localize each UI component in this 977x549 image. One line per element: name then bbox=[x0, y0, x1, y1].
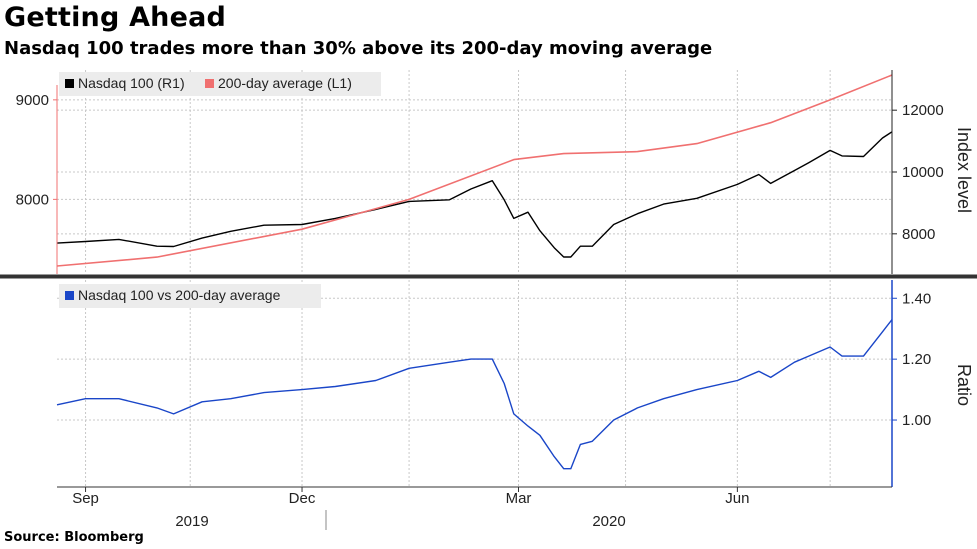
top-legend-box bbox=[59, 72, 381, 96]
legend-swatch bbox=[65, 79, 74, 88]
legend-label: 200-day average (L1) bbox=[218, 75, 352, 91]
chart-subtitle: Nasdaq 100 trades more than 30% above it… bbox=[4, 38, 713, 59]
200-day-average-line bbox=[56, 74, 893, 267]
bottom-panel-series bbox=[56, 319, 893, 470]
top-panel-series bbox=[56, 74, 893, 267]
source-note: Source: Bloomberg bbox=[4, 530, 144, 545]
right-axis-tick-label: 10000 bbox=[902, 164, 944, 181]
right-axis-tick-label: 1.00 bbox=[902, 412, 931, 429]
x-axis-year-label: 2020 bbox=[592, 513, 625, 530]
chart-title: Getting Ahead bbox=[4, 2, 227, 33]
legend-label: Nasdaq 100 vs 200-day average bbox=[78, 287, 281, 303]
x-axis-tick-label: Dec bbox=[289, 490, 316, 507]
legend-swatch bbox=[205, 79, 214, 88]
top-right-axis-title: Index level bbox=[954, 127, 974, 213]
nasdaq-100-line bbox=[56, 131, 893, 258]
top-panel-grid bbox=[57, 70, 892, 274]
x-axis-tick-label: Mar bbox=[506, 490, 532, 507]
right-axis-tick-label: 12000 bbox=[902, 102, 944, 119]
axes: 8000 10000 12000 8000 9000 1.00 1.20 1.40 Sep Dec… bbox=[0, 70, 977, 530]
bottom-legend-box bbox=[59, 284, 321, 308]
left-axis-tick-label: 8000 bbox=[16, 191, 49, 208]
right-axis-tick-label: 8000 bbox=[902, 226, 935, 243]
legends: Nasdaq 100 (R1) 200-day average (L1) Nasda… bbox=[59, 72, 381, 308]
left-axis-tick-label: 9000 bbox=[16, 92, 49, 109]
right-axis-tick-label: 1.40 bbox=[902, 290, 931, 307]
bottom-panel-grid bbox=[57, 280, 892, 487]
right-axis-tick-label: 1.20 bbox=[902, 351, 931, 368]
legend-swatch bbox=[65, 291, 74, 300]
x-axis-tick-label: Jun bbox=[725, 490, 749, 507]
bottom-right-axis-title: Ratio bbox=[954, 364, 974, 406]
x-axis-tick-label: Sep bbox=[72, 490, 99, 507]
ratio-line bbox=[56, 319, 893, 470]
x-axis-year-label: 2019 bbox=[175, 513, 208, 530]
legend-label: Nasdaq 100 (R1) bbox=[78, 75, 185, 91]
